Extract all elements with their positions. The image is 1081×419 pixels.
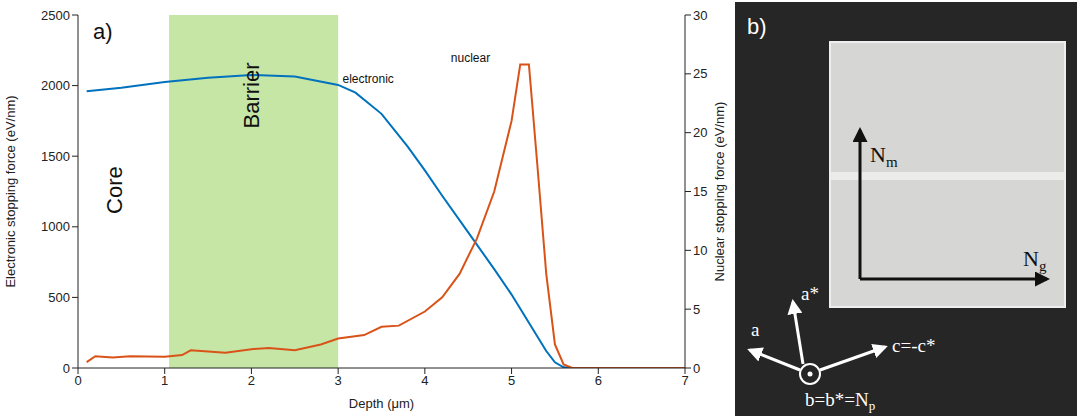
svg-text:b=b*=Np: b=b*=Np — [805, 389, 875, 413]
svg-text:b): b) — [747, 14, 767, 39]
svg-text:Electronic stopping force (eV/: Electronic stopping force (eV/nm) — [3, 95, 18, 287]
svg-text:7: 7 — [681, 373, 688, 388]
svg-text:nuclear: nuclear — [451, 51, 490, 65]
svg-text:1000: 1000 — [41, 219, 70, 234]
svg-text:25: 25 — [693, 66, 707, 81]
svg-text:2000: 2000 — [41, 78, 70, 93]
svg-text:Depth (μm): Depth (μm) — [349, 396, 414, 411]
svg-text:10: 10 — [693, 243, 707, 258]
svg-text:Ng: Ng — [1023, 246, 1047, 274]
svg-text:a: a — [751, 319, 760, 340]
svg-text:5: 5 — [508, 373, 515, 388]
svg-text:electronic: electronic — [342, 72, 393, 86]
svg-text:0: 0 — [693, 361, 700, 376]
svg-text:3: 3 — [335, 373, 342, 388]
svg-text:Nm: Nm — [870, 142, 898, 170]
svg-text:30: 30 — [693, 8, 707, 23]
svg-text:5: 5 — [693, 302, 700, 317]
html-text:a): a) — [93, 19, 113, 44]
svg-text:6: 6 — [595, 373, 602, 388]
svg-text:Barrier: Barrier — [239, 62, 264, 128]
svg-text:0: 0 — [74, 373, 81, 388]
svg-text:2: 2 — [248, 373, 255, 388]
svg-text:1500: 1500 — [41, 149, 70, 164]
svg-text:500: 500 — [48, 290, 70, 305]
svg-text:15: 15 — [693, 184, 707, 199]
svg-text:a*: a* — [801, 283, 819, 304]
svg-text:20: 20 — [693, 125, 707, 140]
svg-text:Core: Core — [102, 166, 127, 214]
svg-text:4: 4 — [421, 373, 428, 388]
svg-text:Nuclear stopping force (eV/nm): Nuclear stopping force (eV/nm) — [712, 102, 727, 282]
svg-text:c=-c*: c=-c* — [892, 335, 935, 356]
svg-text:2500: 2500 — [41, 8, 70, 23]
svg-text:0: 0 — [63, 361, 70, 376]
svg-text:1: 1 — [161, 373, 168, 388]
